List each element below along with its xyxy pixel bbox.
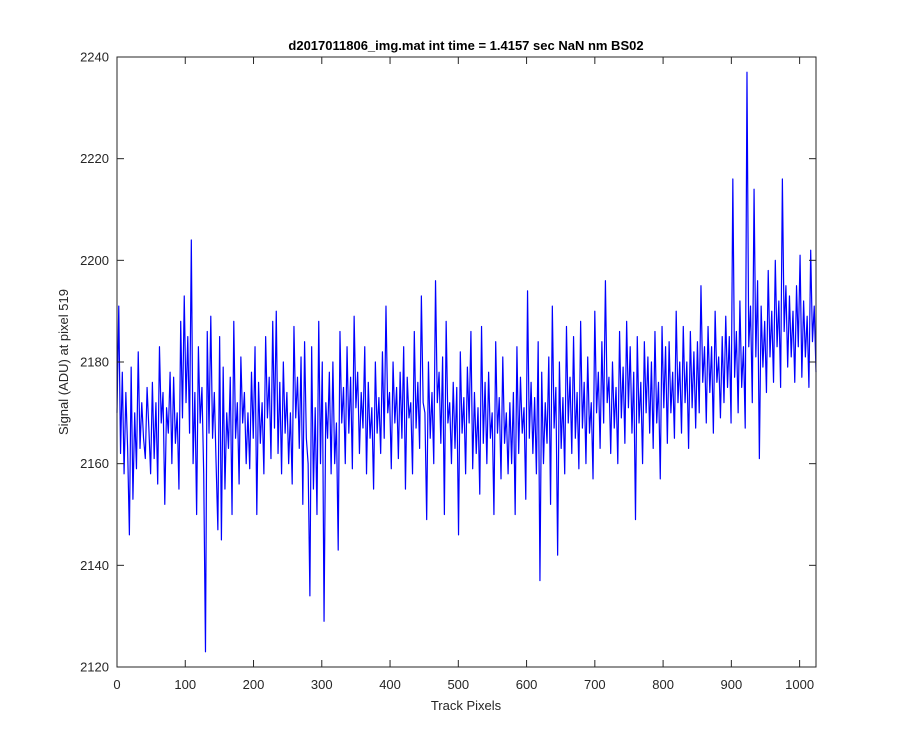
x-tick-label: 1000 xyxy=(785,677,814,692)
chart-title: d2017011806_img.mat int time = 1.4157 se… xyxy=(288,38,643,53)
x-tick-label: 800 xyxy=(652,677,674,692)
plot-area-frame xyxy=(116,56,817,668)
y-tick-label: 2180 xyxy=(80,355,109,370)
x-tick-label: 300 xyxy=(311,677,333,692)
x-tick-label: 900 xyxy=(721,677,743,692)
x-tick-label: 100 xyxy=(174,677,196,692)
y-tick-label: 2120 xyxy=(80,660,109,675)
x-tick-label: 600 xyxy=(516,677,538,692)
y-tick-label: 2200 xyxy=(80,253,109,268)
y-tick-label: 2240 xyxy=(80,50,109,65)
x-tick-label: 200 xyxy=(243,677,265,692)
x-tick-label: 700 xyxy=(584,677,606,692)
x-tick-label: 400 xyxy=(379,677,401,692)
x-axis-ticks: 0 100 200 300 400 500 600 700 800 900 1000 xyxy=(113,57,814,692)
y-axis-ticks: 2120 2140 2160 2180 2200 2220 2240 xyxy=(80,50,816,675)
x-tick-label: 0 xyxy=(113,677,120,692)
x-tick-label: 500 xyxy=(447,677,469,692)
x-axis-label: Track Pixels xyxy=(431,698,502,713)
y-tick-label: 2140 xyxy=(80,558,109,573)
y-axis-label: Signal (ADU) at pixel 519 xyxy=(56,289,71,435)
series-line xyxy=(116,71,817,653)
y-tick-label: 2160 xyxy=(80,456,109,471)
y-tick-label: 2220 xyxy=(80,151,109,166)
